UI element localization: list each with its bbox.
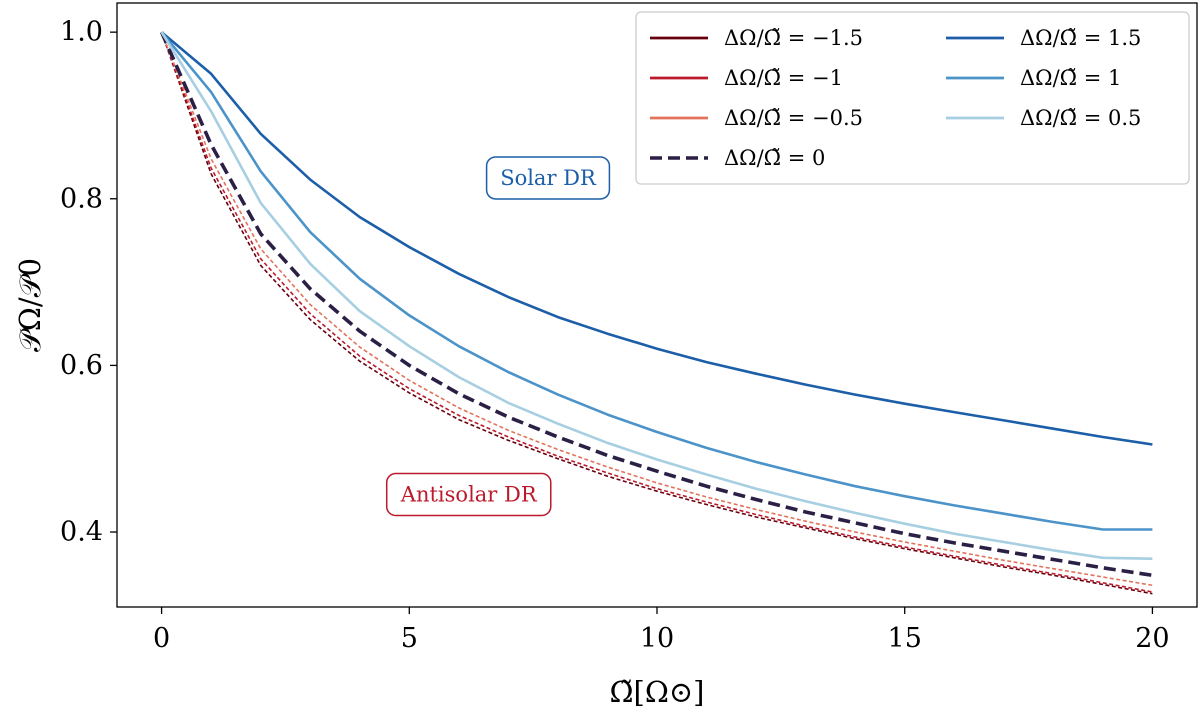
- annotations: Solar DR Antisolar DR: [385, 156, 611, 517]
- x-axis-label: Ω̃[Ω⊙]: [609, 675, 704, 709]
- x-tick-label-3: 15: [888, 623, 922, 654]
- series-line-3: [159, 31, 1153, 578]
- x-tick-label-0: 0: [153, 623, 170, 654]
- x-tick-label-4: 20: [1135, 623, 1169, 654]
- axis-ticks: 0 5 10 15 20 0.4 0.6 0.8 1.0: [60, 17, 1170, 654]
- legend-label-6: ΔΩ/Ω̃ = 0.5: [1020, 106, 1141, 130]
- y-tick-label-0: 0.4: [60, 517, 103, 548]
- antisolar-dr-annotation: Antisolar DR: [400, 483, 538, 507]
- solar-dr-box: [485, 156, 611, 200]
- y-tick-label-1: 0.6: [60, 350, 103, 381]
- legend-label-5: ΔΩ/Ω̃ = 1: [1020, 66, 1121, 90]
- legend-label-0: ΔΩ/Ω̃ = −1.5: [724, 26, 863, 50]
- x-tick-label-2: 10: [640, 623, 674, 654]
- legend-frame: [635, 11, 1190, 185]
- legend-label-2: ΔΩ/Ω̃ = −0.5: [724, 106, 863, 130]
- legend-label-3: ΔΩ/Ω̃ = 0: [724, 146, 825, 170]
- legend-label-4: ΔΩ/Ω̃ = 1.5: [1020, 26, 1141, 50]
- y-tick-label-3: 1.0: [60, 17, 103, 48]
- solar-dr-annotation: Solar DR: [500, 166, 597, 190]
- series-line-2: [160, 31, 1153, 587]
- legend-label-1: ΔΩ/Ω̃ = −1: [724, 66, 843, 90]
- series-line-6: [160, 31, 1153, 560]
- legend: ΔΩ/Ω̃ = −1.5 ΔΩ/Ω̃ = −1 ΔΩ/Ω̃ = −0.5 ΔΩ/Ω̃ …: [635, 11, 1190, 185]
- x-tick-label-1: 5: [401, 623, 418, 654]
- y-tick-label-2: 0.8: [60, 183, 103, 214]
- series-line-5: [160, 31, 1153, 531]
- antisolar-dr-box: [385, 472, 552, 517]
- series-line-4: [160, 31, 1153, 446]
- series-line-0: [160, 31, 1153, 595]
- series-lines: [159, 31, 1153, 595]
- y-axis-label: 𝒫Ω/𝒫0: [13, 258, 47, 352]
